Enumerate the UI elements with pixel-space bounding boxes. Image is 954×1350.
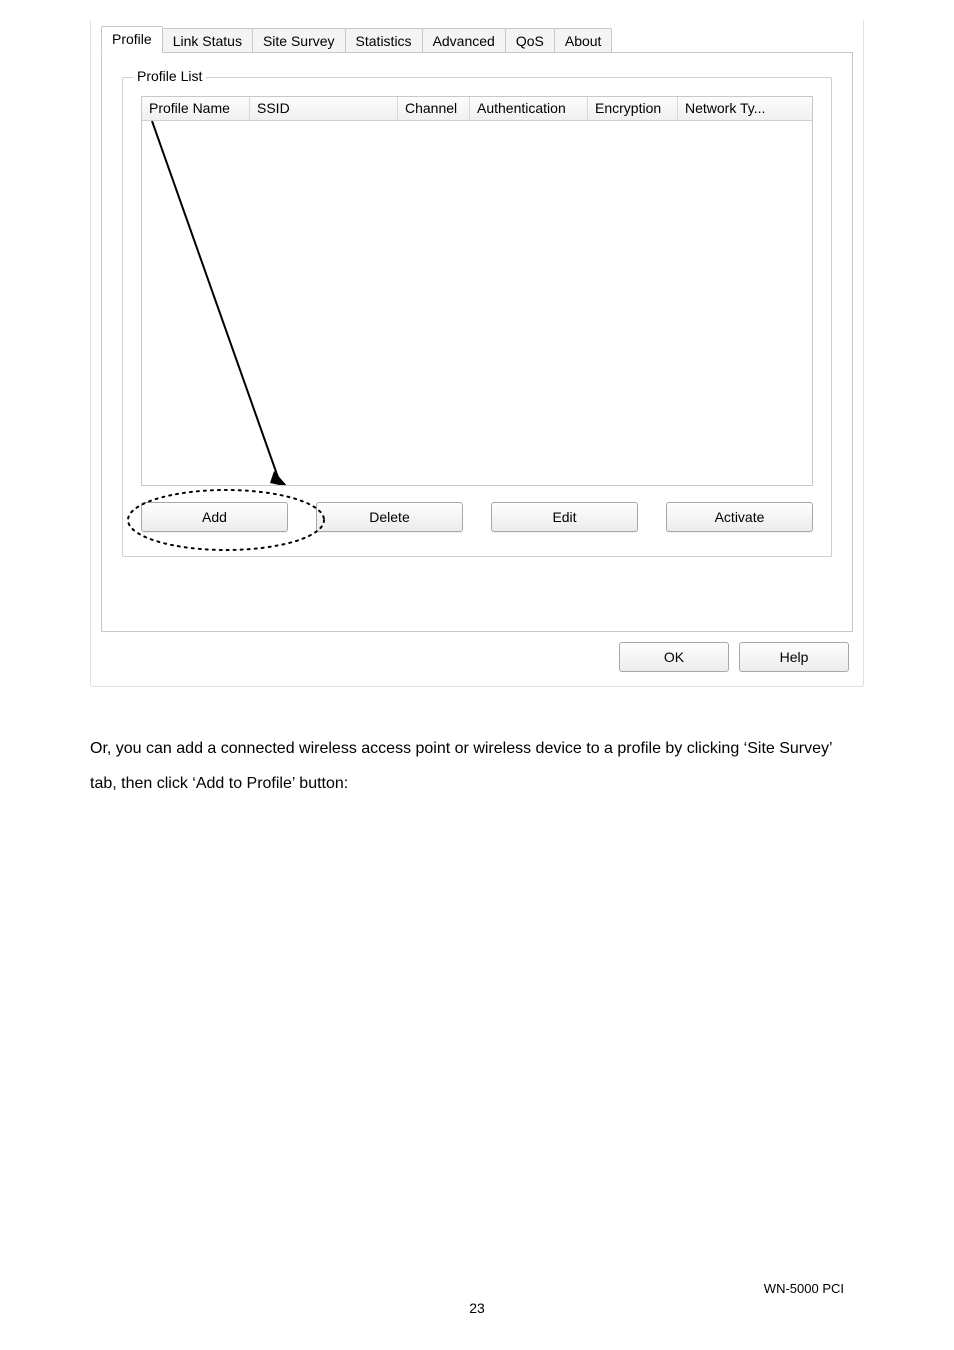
tab-advanced[interactable]: Advanced	[422, 28, 506, 53]
edit-button[interactable]: Edit	[491, 502, 638, 532]
instruction-paragraph: Or, you can add a connected wireless acc…	[90, 731, 864, 801]
col-profile-name[interactable]: Profile Name	[142, 97, 250, 120]
tab-site-survey[interactable]: Site Survey	[252, 28, 346, 53]
col-network-type[interactable]: Network Ty...	[678, 97, 778, 120]
activate-button[interactable]: Activate	[666, 502, 813, 532]
listview-header: Profile Name SSID Channel Authentication…	[142, 97, 812, 121]
dialog-footer-row: OK Help	[101, 632, 853, 676]
footer-page-number: 23	[0, 1300, 954, 1316]
groupbox-title: Profile List	[133, 68, 206, 84]
tab-page-profile: Profile List Profile Name SSID Channel A…	[101, 52, 853, 632]
col-encryption[interactable]: Encryption	[588, 97, 678, 120]
profile-listview[interactable]: Profile Name SSID Channel Authentication…	[141, 96, 813, 486]
help-button[interactable]: Help	[739, 642, 849, 672]
instruction-line-1: Or, you can add a connected wireless acc…	[90, 740, 833, 757]
listview-body[interactable]	[142, 121, 812, 485]
annotation-diagonal-line-icon	[150, 121, 310, 486]
col-authentication[interactable]: Authentication	[470, 97, 588, 120]
tab-profile[interactable]: Profile	[101, 26, 163, 53]
tab-about[interactable]: About	[554, 28, 613, 53]
tab-strip: Profile Link Status Site Survey Statisti…	[101, 27, 853, 53]
delete-button[interactable]: Delete	[316, 502, 463, 532]
col-channel[interactable]: Channel	[398, 97, 470, 120]
col-ssid[interactable]: SSID	[250, 97, 398, 120]
ok-button[interactable]: OK	[619, 642, 729, 672]
add-button[interactable]: Add	[141, 502, 288, 532]
profile-button-row: Add Delete Edit Activate	[141, 502, 813, 532]
groupbox-profile-list: Profile List Profile Name SSID Channel A…	[122, 77, 832, 557]
instruction-line-2: tab, then click ‘Add to Profile’ button:	[90, 775, 348, 792]
tab-qos[interactable]: QoS	[505, 28, 555, 53]
footer-product-name: WN-5000 PCI	[764, 1281, 844, 1296]
tab-statistics[interactable]: Statistics	[345, 28, 423, 53]
tab-link-status[interactable]: Link Status	[162, 28, 253, 53]
dialog-panel: Profile Link Status Site Survey Statisti…	[90, 20, 864, 687]
